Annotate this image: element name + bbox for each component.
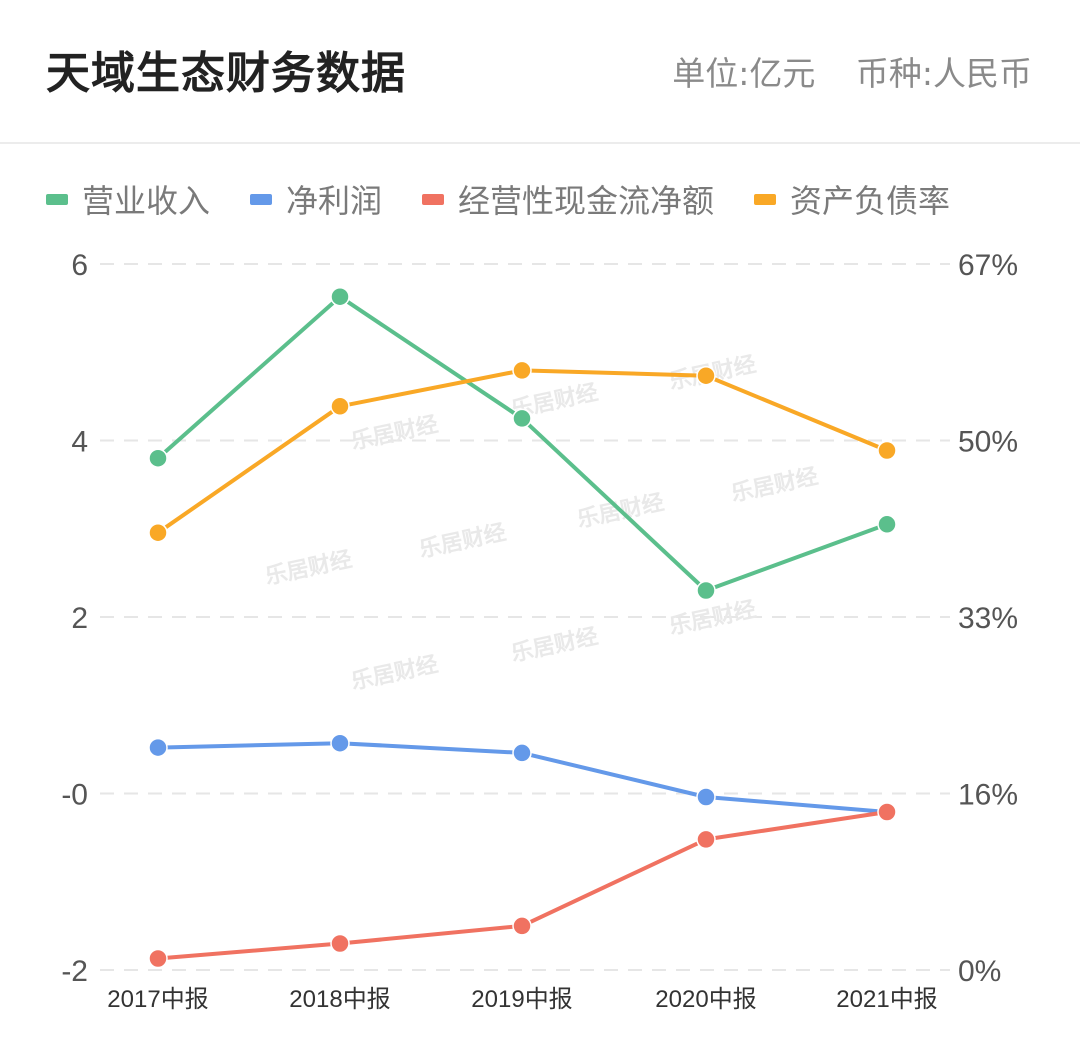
data-point (512, 743, 532, 763)
series-line (156, 294, 889, 593)
data-point (877, 514, 897, 535)
watermark: 乐居财经 (417, 519, 508, 563)
y-axis-left-tick: -2 (61, 955, 88, 988)
y-axis-right-tick: 33% (958, 602, 1018, 635)
data-point (512, 916, 532, 936)
data-point (696, 829, 716, 850)
watermark: 乐居财经 (729, 463, 820, 507)
legend-swatch (754, 193, 777, 205)
data-point (148, 448, 168, 468)
y-axis-left-tick: 4 (71, 426, 88, 459)
y-axis-right-tick: 16% (958, 779, 1018, 812)
x-axis-tick: 2020中报 (655, 986, 756, 1013)
data-point (696, 365, 716, 386)
y-axis-right-tick: 50% (958, 426, 1018, 459)
legend-item: 资产负债率 (754, 176, 950, 222)
chart-legend: 营业收入 净利润 经营性现金流净额 资产负债率 (46, 176, 990, 222)
legend-item: 营业收入 (46, 176, 210, 222)
legend-swatch (422, 193, 445, 205)
data-point (877, 440, 897, 461)
legend-label: 营业收入 (82, 182, 211, 220)
legend-swatch (250, 193, 273, 205)
watermark: 乐居财经 (509, 623, 600, 667)
watermark: 乐居财经 (263, 546, 354, 590)
legend-swatch (46, 193, 68, 205)
data-point (512, 408, 532, 429)
legend-item: 经营性现金流净额 (422, 176, 714, 222)
y-axis-right-tick: 67% (958, 249, 1018, 282)
legend-item: 净利润 (250, 176, 382, 222)
x-axis-tick: 2019中报 (471, 986, 572, 1013)
legend-label: 资产负债率 (790, 182, 951, 220)
unit-info: 单位:亿元 币种:人民币 (642, 52, 1032, 96)
data-point (877, 802, 897, 822)
data-point (148, 737, 168, 758)
data-point (696, 787, 716, 807)
data-point (148, 948, 168, 969)
unit-label: 单位:亿元 (672, 54, 816, 93)
series-line (156, 810, 889, 961)
watermark: 乐居财经 (667, 596, 758, 640)
y-axis-left-tick: -0 (61, 779, 88, 812)
data-point (696, 580, 716, 601)
data-point (330, 396, 350, 417)
y-axis-left-tick: 6 (71, 249, 88, 282)
legend-label: 净利润 (286, 182, 383, 220)
data-point (330, 933, 350, 954)
header: 天域生态财务数据 单位:亿元 币种:人民币 (0, 0, 1080, 144)
data-point (512, 360, 532, 381)
data-point (330, 733, 350, 753)
currency-label: 币种:人民币 (855, 54, 1032, 93)
data-point (148, 522, 168, 543)
watermark: 乐居财经 (349, 411, 440, 455)
y-axis-right-tick: 0% (958, 955, 1001, 988)
data-point (330, 286, 350, 307)
page-title: 天域生态财务数据 (46, 48, 406, 99)
watermark: 乐居财经 (349, 651, 440, 695)
x-axis-tick: 2017中报 (107, 986, 208, 1013)
x-axis-tick: 2018中报 (289, 986, 390, 1013)
x-axis-tick: 2021中报 (836, 986, 937, 1013)
legend-label: 经营性现金流净额 (458, 182, 715, 220)
y-axis-left-tick: 2 (71, 602, 88, 635)
